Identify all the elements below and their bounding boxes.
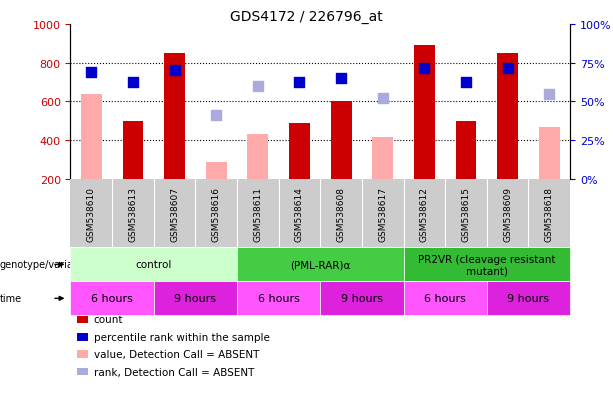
Point — [544, 91, 554, 98]
Bar — [289, 123, 310, 180]
Text: GSM538609: GSM538609 — [503, 186, 512, 241]
Text: GSM538613: GSM538613 — [129, 186, 137, 241]
Text: GSM538614: GSM538614 — [295, 186, 304, 241]
Bar — [81, 95, 102, 180]
Point — [378, 95, 387, 102]
Point — [253, 83, 263, 90]
Text: count: count — [94, 315, 123, 325]
Text: rank, Detection Call = ABSENT: rank, Detection Call = ABSENT — [94, 367, 254, 377]
Text: value, Detection Call = ABSENT: value, Detection Call = ABSENT — [94, 349, 259, 359]
Text: GSM538612: GSM538612 — [420, 186, 429, 241]
Point — [295, 80, 305, 86]
Text: GSM538617: GSM538617 — [378, 186, 387, 241]
Text: genotype/variation: genotype/variation — [0, 260, 93, 270]
Point — [461, 80, 471, 86]
Text: GSM538607: GSM538607 — [170, 186, 179, 241]
Text: GSM538618: GSM538618 — [545, 186, 554, 241]
Text: GSM538608: GSM538608 — [337, 186, 346, 241]
Bar — [248, 135, 268, 180]
Point — [170, 68, 180, 75]
Text: 6 hours: 6 hours — [257, 294, 300, 304]
Bar — [123, 121, 143, 180]
Text: control: control — [135, 260, 172, 270]
Text: 6 hours: 6 hours — [424, 294, 466, 304]
Text: percentile rank within the sample: percentile rank within the sample — [94, 332, 270, 342]
Bar — [455, 121, 476, 180]
Bar — [497, 54, 518, 180]
Point — [128, 80, 138, 86]
Text: 9 hours: 9 hours — [508, 294, 549, 304]
Text: GSM538616: GSM538616 — [211, 186, 221, 241]
Text: 9 hours: 9 hours — [341, 294, 383, 304]
Point — [86, 70, 96, 76]
Bar — [164, 54, 185, 180]
Text: GSM538610: GSM538610 — [87, 186, 96, 241]
Bar — [330, 102, 351, 180]
Point — [503, 66, 512, 73]
Text: 9 hours: 9 hours — [174, 294, 216, 304]
Text: 6 hours: 6 hours — [91, 294, 133, 304]
Text: GSM538615: GSM538615 — [462, 186, 471, 241]
Point — [211, 112, 221, 119]
Point — [336, 76, 346, 82]
Bar — [372, 138, 393, 180]
Text: GSM538611: GSM538611 — [253, 186, 262, 241]
Text: PR2VR (cleavage resistant
mutant): PR2VR (cleavage resistant mutant) — [418, 254, 555, 275]
Bar — [414, 46, 435, 180]
Text: GDS4172 / 226796_at: GDS4172 / 226796_at — [230, 10, 383, 24]
Bar — [206, 162, 227, 180]
Bar — [539, 127, 560, 180]
Text: time: time — [0, 294, 22, 304]
Point — [419, 66, 429, 73]
Text: (PML-RAR)α: (PML-RAR)α — [290, 260, 351, 270]
